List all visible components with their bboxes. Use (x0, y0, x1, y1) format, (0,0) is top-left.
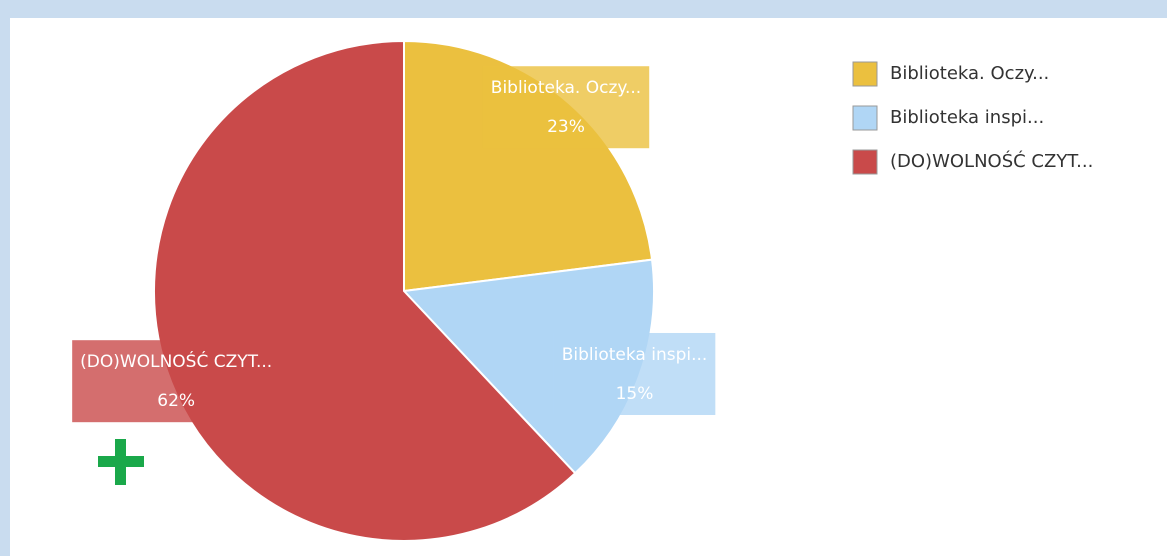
data-label-box (72, 340, 281, 423)
data-label-category: (DO)WOLNOŚĆ CZYT... (80, 350, 272, 372)
cursor (98, 439, 144, 485)
legend-swatch (852, 61, 878, 87)
legend-swatch (852, 105, 878, 131)
legend-label: Biblioteka. Oczy... (890, 63, 1049, 84)
data-label-category: Biblioteka. Oczy... (491, 78, 641, 98)
data-label-category: Biblioteka inspi... (562, 345, 708, 365)
legend: Biblioteka. Oczy... Biblioteka inspi... (D… (852, 61, 1093, 175)
data-label-value: 23% (547, 117, 585, 137)
data-label-box (482, 66, 650, 149)
data-label-value: 62% (157, 391, 195, 411)
legend-label: (DO)WOLNOŚĆ CZYT... (890, 150, 1093, 172)
labels: Biblioteka. Oczy... 23% Biblioteka inspi..… (72, 66, 716, 423)
legend-label: Biblioteka inspi... (890, 107, 1044, 128)
data-label-box (553, 332, 716, 415)
legend-swatch (852, 149, 878, 175)
data-label-value: 15% (616, 384, 654, 404)
